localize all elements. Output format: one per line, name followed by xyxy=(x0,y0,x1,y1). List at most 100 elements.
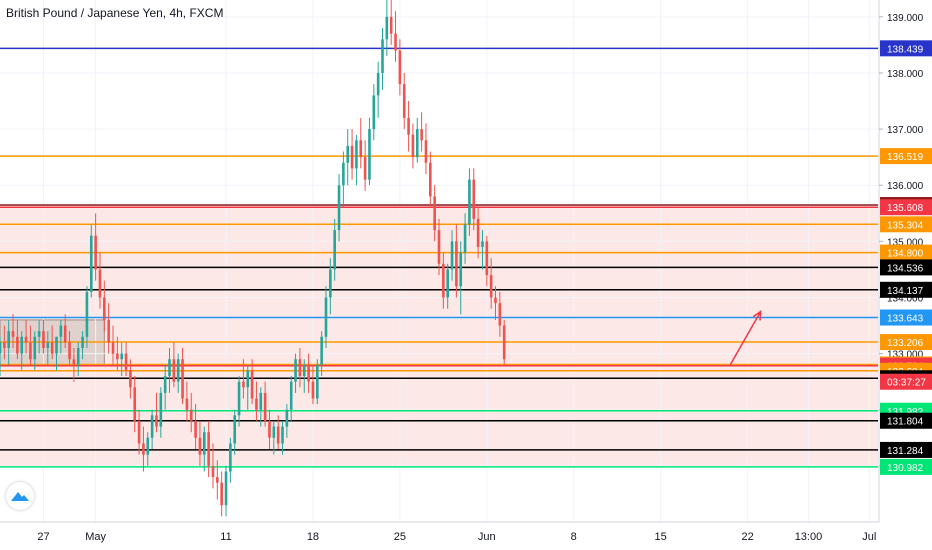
level-price-label: 136.519 xyxy=(887,152,924,163)
tradingview-logo-icon[interactable] xyxy=(6,482,34,510)
candle-body xyxy=(137,420,141,444)
candle-body xyxy=(415,129,419,158)
level-price-tag xyxy=(880,281,932,298)
level-price-tag xyxy=(880,216,932,233)
candle-body xyxy=(103,297,106,320)
candle-body xyxy=(146,437,150,455)
x-tick-label: 11 xyxy=(220,531,231,543)
candle-body xyxy=(124,353,128,371)
candle-body xyxy=(294,359,297,382)
candle-body xyxy=(163,376,167,393)
candle-body xyxy=(185,398,189,410)
candle-body xyxy=(289,381,293,410)
candle-body xyxy=(502,325,506,360)
x-tick-label: May xyxy=(85,531,106,543)
candle-body xyxy=(116,353,119,360)
candle-body xyxy=(311,381,315,399)
candle-body xyxy=(11,331,15,337)
candle-body xyxy=(76,348,80,365)
y-tick-label: 135.000 xyxy=(887,237,924,248)
candle-body xyxy=(363,157,367,180)
candle-body xyxy=(494,297,497,304)
candle-body xyxy=(255,398,258,410)
candle-body xyxy=(94,235,97,270)
candle-body xyxy=(150,415,154,438)
candle-body xyxy=(159,392,163,427)
x-tick-label: 15 xyxy=(655,531,667,543)
candle-body xyxy=(133,387,137,421)
x-tick-label: 8 xyxy=(571,531,577,543)
candle-body xyxy=(433,196,436,231)
candle-body xyxy=(285,409,289,427)
candle-body xyxy=(489,275,493,298)
candle-body xyxy=(224,471,228,506)
candle-body xyxy=(498,303,502,326)
candle-body xyxy=(368,129,371,180)
candle-body xyxy=(16,336,19,354)
candle-body xyxy=(350,145,354,169)
candle-body xyxy=(355,140,358,169)
y-tick-label: 133.000 xyxy=(887,350,924,361)
candle-body xyxy=(468,179,471,225)
y-tick-label: 136.000 xyxy=(887,181,924,192)
candle-body xyxy=(85,291,89,337)
level-price-tag xyxy=(880,40,932,57)
level-price-label: 131.982 xyxy=(887,407,924,418)
candle-body xyxy=(272,426,276,438)
candle-body xyxy=(89,235,93,292)
candle-body xyxy=(111,342,115,354)
y-tick-label: 138.000 xyxy=(887,69,924,80)
candle-body xyxy=(237,381,241,416)
x-tick-label: 27 xyxy=(37,531,49,543)
candle-body xyxy=(72,359,76,365)
level-price-label: 135.608 xyxy=(887,203,924,214)
candle-body xyxy=(359,140,363,158)
candle-body xyxy=(220,482,223,506)
candle-body xyxy=(20,336,24,354)
level-price-label: 138.439 xyxy=(887,44,924,55)
candle-body xyxy=(346,145,350,163)
candle-body xyxy=(315,364,319,399)
candle-body xyxy=(476,218,480,247)
y-tick-label: 137.000 xyxy=(887,125,924,136)
x-tick-label: 13:00 xyxy=(795,531,823,543)
candle-body xyxy=(281,426,284,444)
level-price-label: 134.800 xyxy=(887,249,924,260)
level-price-tag xyxy=(880,309,932,326)
y-tick-label: 134.000 xyxy=(887,293,924,304)
candle-body xyxy=(398,50,402,85)
candle-body xyxy=(372,95,376,130)
candle-body xyxy=(407,117,410,135)
level-price-label: 134.137 xyxy=(887,286,924,297)
candle-body xyxy=(263,392,267,421)
candle-body xyxy=(242,381,245,388)
level-price-tag xyxy=(880,412,932,429)
candle-body xyxy=(259,392,263,410)
x-tick-label: Jul xyxy=(862,531,876,543)
candle-body xyxy=(329,269,332,298)
level-price-tag xyxy=(880,259,932,276)
candle-body xyxy=(429,162,432,197)
candle-body xyxy=(3,342,6,348)
candle-body xyxy=(233,415,237,444)
y-tick-label: 139.000 xyxy=(887,13,924,24)
x-tick-label: 25 xyxy=(394,531,406,543)
candle-body xyxy=(298,359,302,377)
level-price-label: 131.804 xyxy=(887,417,924,428)
candle-body xyxy=(276,426,280,444)
candle-body xyxy=(376,72,380,96)
candle-body xyxy=(337,185,341,231)
candle-body xyxy=(485,241,489,276)
candle-body xyxy=(402,84,406,118)
candle-body xyxy=(168,359,171,377)
candle-body xyxy=(481,241,484,247)
candle-body xyxy=(459,252,463,287)
candle-body xyxy=(424,140,428,163)
candle-body xyxy=(437,230,441,264)
level-price-label: 131.284 xyxy=(887,446,924,457)
candle-body xyxy=(50,342,54,354)
candle-body xyxy=(411,134,415,158)
candle-body xyxy=(24,336,28,343)
